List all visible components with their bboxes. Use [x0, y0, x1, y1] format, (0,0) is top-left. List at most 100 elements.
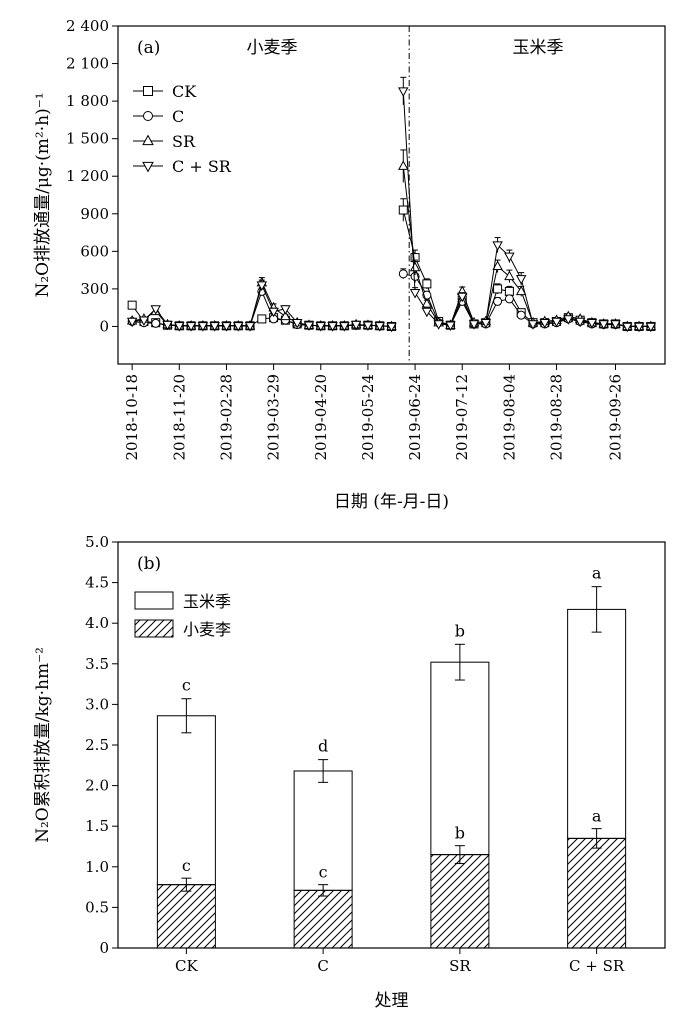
data-point-2 — [280, 310, 291, 321]
series-line-2 — [132, 166, 651, 327]
y-tick-label: 3.0 — [85, 695, 109, 713]
legend-label: SR — [172, 132, 196, 151]
data-point-0 — [398, 205, 408, 215]
x-tick-label: 2019-08-28 — [548, 374, 566, 460]
y-tick-label: 0 — [99, 317, 109, 335]
y-tick-label: 3.5 — [85, 655, 109, 673]
data-point-3 — [362, 321, 374, 332]
chart-panel-a: 0 300 600 900 1 200 1 500 1 800 2 100 2 400 2018-… — [33, 17, 666, 512]
data-point-3 — [185, 322, 197, 332]
data-point-0 — [127, 300, 137, 310]
y-tick-label: 300 — [80, 280, 109, 298]
data-point-0 — [493, 284, 503, 294]
season-label-wheat: 小麦季 — [247, 38, 298, 58]
data-point-3 — [280, 305, 291, 315]
series-line-3 — [132, 91, 651, 327]
data-point-3 — [527, 320, 539, 330]
y-tick-label: 0 — [99, 939, 109, 957]
data-point-3 — [610, 320, 621, 330]
data-point-3 — [586, 318, 598, 329]
series-line-0 — [131, 209, 651, 327]
y-tick-label: 600 — [80, 242, 109, 260]
data-point-3 — [150, 305, 161, 315]
data-point-3 — [492, 241, 503, 251]
significance-letter: a — [592, 564, 602, 583]
y-tick-label: 2.0 — [85, 777, 109, 795]
data-point-3 — [515, 275, 527, 285]
legend-label: 玉米季 — [183, 592, 231, 611]
bar-wheat — [567, 837, 627, 949]
data-point-2 — [409, 261, 421, 272]
data-point-3 — [398, 87, 409, 97]
bar-maize — [156, 715, 216, 886]
significance-letter: b — [455, 824, 465, 843]
data-point-3 — [539, 318, 550, 329]
data-point-3 — [327, 322, 338, 332]
x-tick-label: 2019-06-24 — [406, 374, 424, 460]
data-point-3 — [233, 322, 244, 332]
x-tick-label: 2019-04-20 — [312, 374, 330, 460]
y-tick-label: 1.5 — [85, 817, 109, 835]
y-tick-label: 5.0 — [85, 533, 109, 551]
data-point-3 — [244, 322, 256, 332]
data-point-3 — [386, 322, 397, 333]
bar-maize — [430, 661, 490, 856]
y-tick-label: 1 500 — [66, 130, 109, 148]
x-tick-label: CK — [175, 957, 198, 975]
x-tick-label: 2019-09-26 — [606, 374, 624, 460]
data-point-3 — [126, 317, 138, 328]
legend-label: 小麦李 — [183, 620, 231, 639]
data-point-2 — [492, 260, 503, 271]
data-point-3 — [598, 320, 609, 330]
data-point-3 — [138, 316, 150, 327]
significance-letter: c — [319, 863, 328, 882]
y-tick-label: 2 400 — [66, 17, 109, 35]
x-tick-label: 2019-08-04 — [500, 374, 518, 460]
data-point-3 — [622, 322, 633, 333]
data-point-3 — [551, 317, 562, 328]
significance-letter: c — [182, 856, 191, 875]
x-tick-label: 2019-03-29 — [265, 374, 283, 460]
bar-wheat — [293, 889, 353, 949]
data-point-3 — [303, 321, 315, 332]
data-point-3 — [445, 321, 456, 332]
x-tick-label: C + SR — [569, 957, 625, 975]
data-point-2 — [421, 298, 433, 308]
significance-letter: d — [318, 737, 328, 756]
data-point-3 — [291, 318, 303, 329]
y-tick-label: 0.5 — [85, 898, 109, 916]
significance-letter: a — [592, 807, 602, 826]
data-point-3 — [468, 320, 480, 330]
data-point-3 — [197, 322, 209, 332]
bar-wheat — [430, 854, 490, 949]
data-point-2 — [398, 160, 409, 170]
data-point-3 — [433, 320, 444, 330]
legend-swatch-wheat — [134, 619, 174, 638]
season-label-maize: 玉米季 — [513, 38, 564, 58]
y-tick-label: 4.0 — [85, 614, 109, 632]
data-point-0 — [504, 286, 514, 296]
x-tick-label: 2018-11-20 — [170, 374, 188, 460]
x-tick-label: 2018-10-18 — [123, 374, 141, 460]
y-tick-label: 2.5 — [85, 736, 109, 754]
data-point-3 — [645, 322, 657, 333]
panel-label: (a) — [137, 38, 160, 58]
significance-letter: b — [455, 621, 465, 640]
data-point-2 — [504, 270, 515, 281]
y-tick-label: 1.0 — [85, 858, 109, 876]
data-point-3 — [633, 322, 645, 333]
y-tick-label: 1 200 — [66, 167, 109, 185]
panel-label: (b) — [137, 554, 161, 574]
data-point-3 — [574, 317, 586, 328]
y-tick-label: 900 — [80, 205, 109, 223]
y-tick-label: 4.5 — [85, 574, 109, 592]
legend-label: CK — [172, 82, 197, 101]
data-point-1 — [516, 310, 526, 320]
data-point-3 — [209, 322, 220, 332]
x-tick-label: 2019-05-24 — [359, 374, 377, 460]
data-point-3 — [504, 252, 515, 263]
data-point-3 — [350, 320, 362, 331]
y-axis-label: N₂O累积排放量/kg·hm⁻² — [33, 647, 53, 843]
legend-label: C — [172, 107, 184, 126]
